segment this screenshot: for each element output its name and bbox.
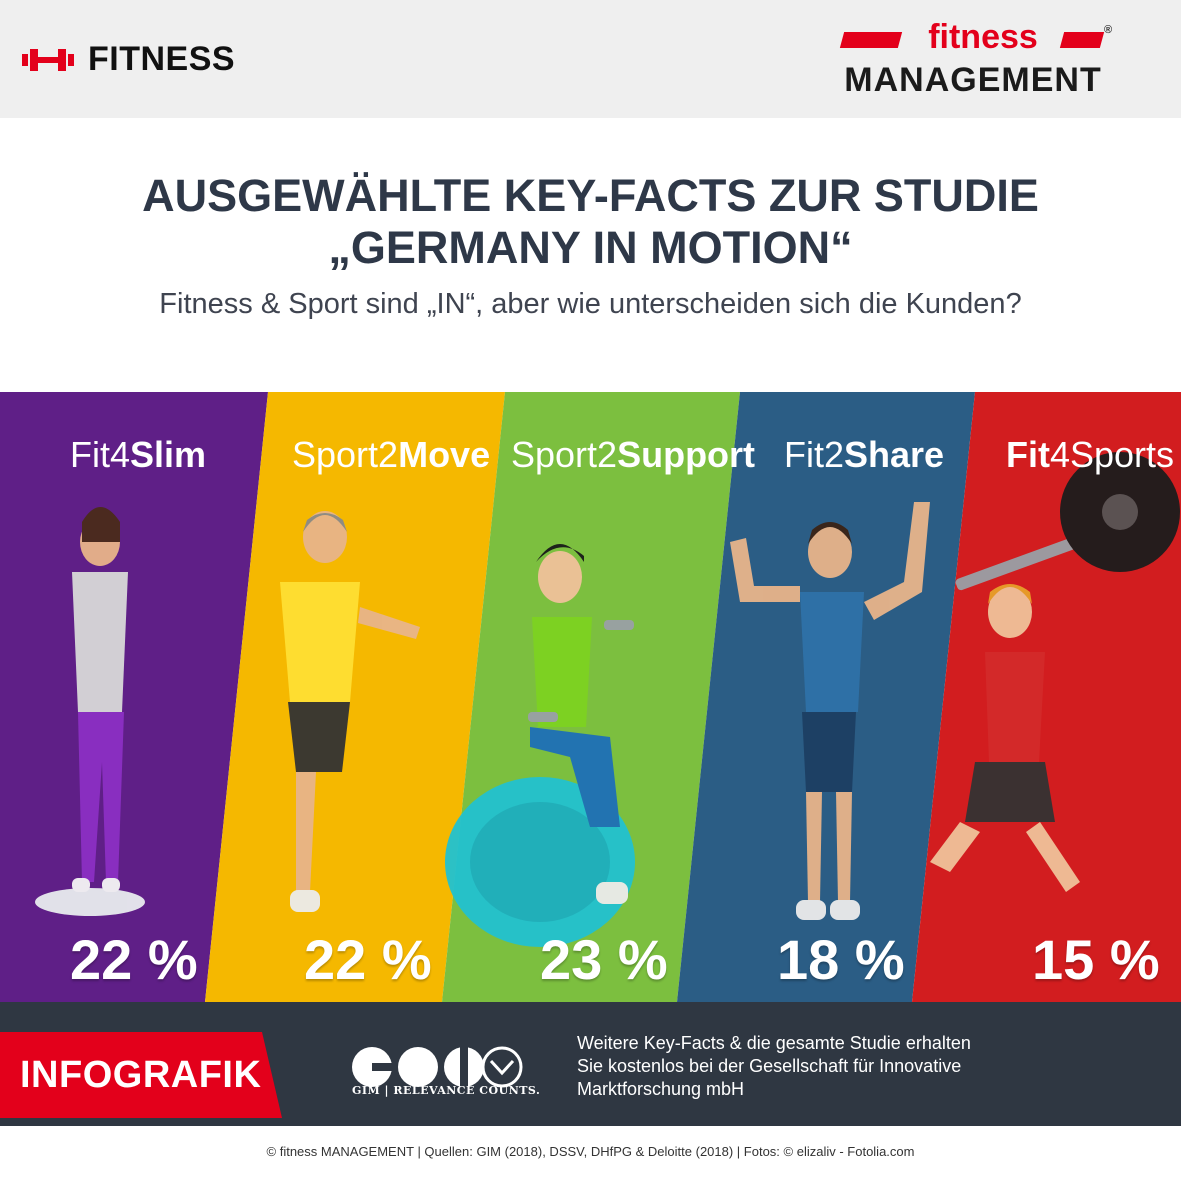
segment-percent-fit4slim: 22 % <box>70 928 198 991</box>
infografik-badge-bg <box>0 1032 282 1118</box>
segment-label-fit4sports: Fit4Sports <box>1006 434 1175 475</box>
segment-percent-fit2share: 18 % <box>777 928 905 991</box>
logo-bar-right <box>1059 32 1105 48</box>
segment-percent-sport2support: 23 % <box>540 928 668 991</box>
segment-percent-fit4sports: 15 % <box>1032 928 1160 991</box>
registered-mark: ® <box>1104 24 1113 36</box>
segment-label-sport2move: Sport2Move <box>292 434 491 475</box>
footer-note-line-2: Sie kostenlos bei der Gesellschaft für I… <box>577 1056 962 1076</box>
infografik-label: INFOGRAFIK <box>20 1054 262 1096</box>
dumbbell-icon <box>22 48 74 71</box>
footer-note-line-1: Weitere Key-Facts & die gesamte Studie e… <box>577 1033 971 1053</box>
segment-bg-fit4slim <box>0 392 268 1002</box>
fitness-management-logo: fitness ® MANAGEMENT <box>839 18 1122 102</box>
logo-bar-left <box>839 32 903 48</box>
segment-percent-sport2move: 22 % <box>304 928 432 991</box>
segment-label-fit2share: Fit2Share <box>784 434 945 475</box>
infografik-badge: INFOGRAFIK <box>0 1032 282 1118</box>
title-line-2: „GERMANY IN MOTION“ <box>328 222 853 273</box>
gim-logo-icon <box>352 1046 523 1088</box>
page-title: AUSGEWÄHLTE KEY-FACTS ZUR STUDIE „GERMAN… <box>0 170 1181 274</box>
credit-line: © fitness MANAGEMENT | Quellen: GIM (201… <box>266 1144 915 1159</box>
logo-management-text: MANAGEMENT <box>844 61 1102 99</box>
figure-slim-woman-illustration <box>35 507 145 916</box>
segment-label-sport2support: Sport2Support <box>511 434 756 475</box>
segments-background <box>0 392 1181 1002</box>
segments-panel: Fit4Slim Sport2Move Sport2Support Fit2Sh… <box>0 392 1181 1002</box>
segment-label-fit4slim: Fit4Slim <box>70 434 207 475</box>
logo-fitness-text: fitness <box>928 18 1038 56</box>
figure-runner-man-illustration <box>280 511 420 912</box>
figure-barbell-man-illustration <box>930 452 1180 892</box>
figure-flexing-man-illustration <box>730 502 930 920</box>
footer-note: Weitere Key-Facts & die gesamte Studie e… <box>577 1032 997 1101</box>
footer-note-line-3: Marktforschung mbH <box>577 1079 745 1099</box>
section-label: FITNESS <box>88 40 236 78</box>
segment-bg-sport2move <box>205 392 505 1002</box>
top-bar: FITNESS fitness ® MANAGEMENT <box>0 0 1181 118</box>
page-subtitle: Fitness & Sport sind „IN“, aber wie unte… <box>159 288 1022 320</box>
section-brand: FITNESS <box>22 40 235 79</box>
figure-ball-woman-illustration <box>445 544 635 947</box>
title-line-1: AUSGEWÄHLTE KEY-FACTS ZUR STUDIE <box>142 170 1039 221</box>
footer: INFOGRAFIK GIM | RELEVANCE COUNTS. Weite… <box>0 1002 1181 1126</box>
gim-tagline: GIM | RELEVANCE COUNTS. <box>352 1084 541 1097</box>
